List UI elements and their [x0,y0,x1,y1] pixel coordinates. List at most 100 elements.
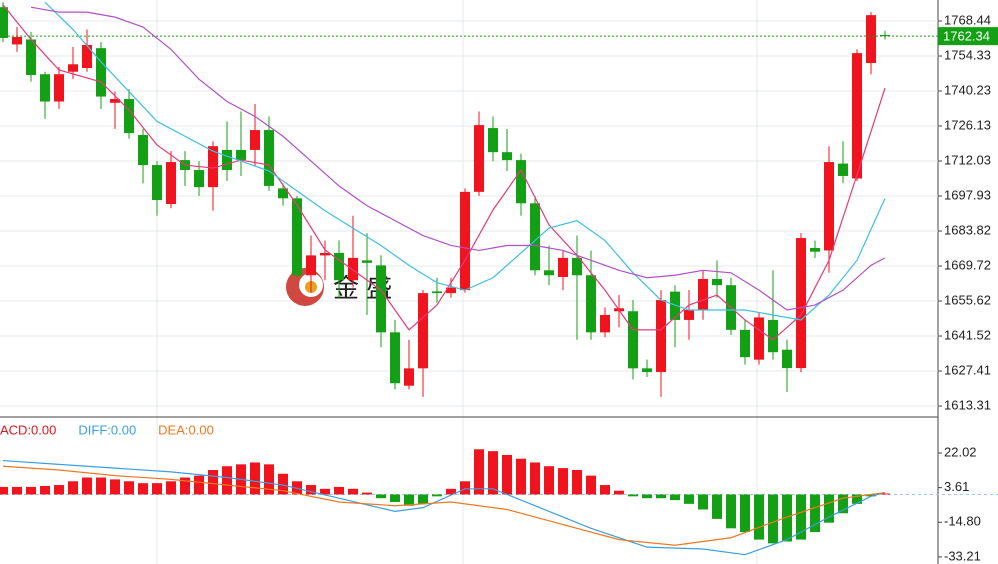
y-tick-label: -33.21 [944,548,981,563]
candle-body [824,162,834,251]
y-tick-label: 1697.93 [944,187,991,202]
candle-body [96,48,106,97]
macd-bar [852,494,862,504]
candle-body [404,368,414,386]
macd-bar [558,468,568,495]
candle-body [236,149,246,161]
macd-bar [754,494,764,540]
macd-bar [712,494,722,519]
macd-bar [68,481,78,495]
candle-body [600,314,610,333]
candle-body [40,74,50,102]
macd-bar [166,481,176,495]
candle-body [26,39,36,75]
macd-bar [12,486,22,495]
candle-body [474,125,484,192]
candle-body [810,247,820,252]
y-tick-label: 3.61 [944,479,969,494]
macd-bar [334,486,344,495]
candle-body [82,44,92,69]
macd-bar [96,477,106,495]
macd-bar [0,486,8,495]
candle-body [362,260,372,263]
macd-bar [586,475,596,495]
y-tick-label: 1627.41 [944,362,991,377]
candle-body [572,257,582,276]
candle-body [628,311,638,369]
macd-bar [600,485,610,495]
y-tick-label: 22.02 [944,444,977,459]
candle-body [110,99,120,103]
candle-body [306,255,316,276]
line [44,1,886,321]
y-tick-label: 1726.13 [944,117,991,132]
candle-body [152,165,162,201]
candle-body [54,74,64,102]
candle-body [684,310,694,320]
candle-body [670,291,680,320]
y-tick-label: 1655.62 [944,292,991,307]
y-tick-label: 1740.23 [944,82,991,97]
candle-body [502,152,512,161]
candle-body [390,332,400,384]
macd-bar [110,479,120,495]
y-tick-label: 1754.33 [944,47,991,62]
candle-body [558,257,568,277]
macd-bar [796,494,806,540]
candle-body [880,34,890,37]
macd-bar [530,462,540,495]
candle-body [12,36,22,45]
candle-body [488,128,498,153]
macd-bar [740,494,750,533]
candle-body [334,252,344,281]
macd-bar [810,494,820,533]
candle-body [712,278,722,286]
legend-label: ACD:0.00 [0,422,56,437]
y-tick-label: 1613.31 [944,397,991,412]
candle-body [544,270,554,276]
line [30,6,886,311]
y-tick-label: 1683.82 [944,222,991,237]
candle-body [796,238,806,369]
macd-bar [782,494,792,542]
macd-bar [124,481,134,495]
candle-body [530,203,540,271]
candle-body [194,170,204,188]
legend-label: DEA:0.00 [158,422,214,437]
macd-bar [222,466,232,495]
candle-body [656,300,666,373]
candle-body [348,257,358,281]
candle-body [768,319,778,353]
line [2,465,886,546]
macd-bar [824,494,834,523]
candle-body [264,130,274,186]
candle-body [320,252,330,256]
candle-body [740,329,750,358]
macd-bar [460,481,470,495]
y-tick-label: 1669.72 [944,257,991,272]
macd-bar [152,483,162,495]
macd-bar [726,494,736,529]
candle-body [68,64,78,72]
macd-bar [54,485,64,495]
macd-bar [138,483,148,495]
candle-body [418,293,428,369]
candle-body [460,191,470,291]
macd-bar [82,477,92,495]
y-tick-label: 1641.52 [944,327,991,342]
macd-bar [642,494,652,499]
line [2,459,886,556]
candle-body [0,7,8,38]
macd-bar [880,493,890,495]
candle-body [376,265,386,333]
macd-bar [698,494,708,510]
macd-bar [348,488,358,495]
macd-bar [40,485,50,495]
macd-bar [306,485,316,495]
macd-bar [516,458,526,495]
candle-body [782,349,792,369]
last-price-box [938,27,998,46]
y-tick-label: -14.80 [944,514,981,529]
